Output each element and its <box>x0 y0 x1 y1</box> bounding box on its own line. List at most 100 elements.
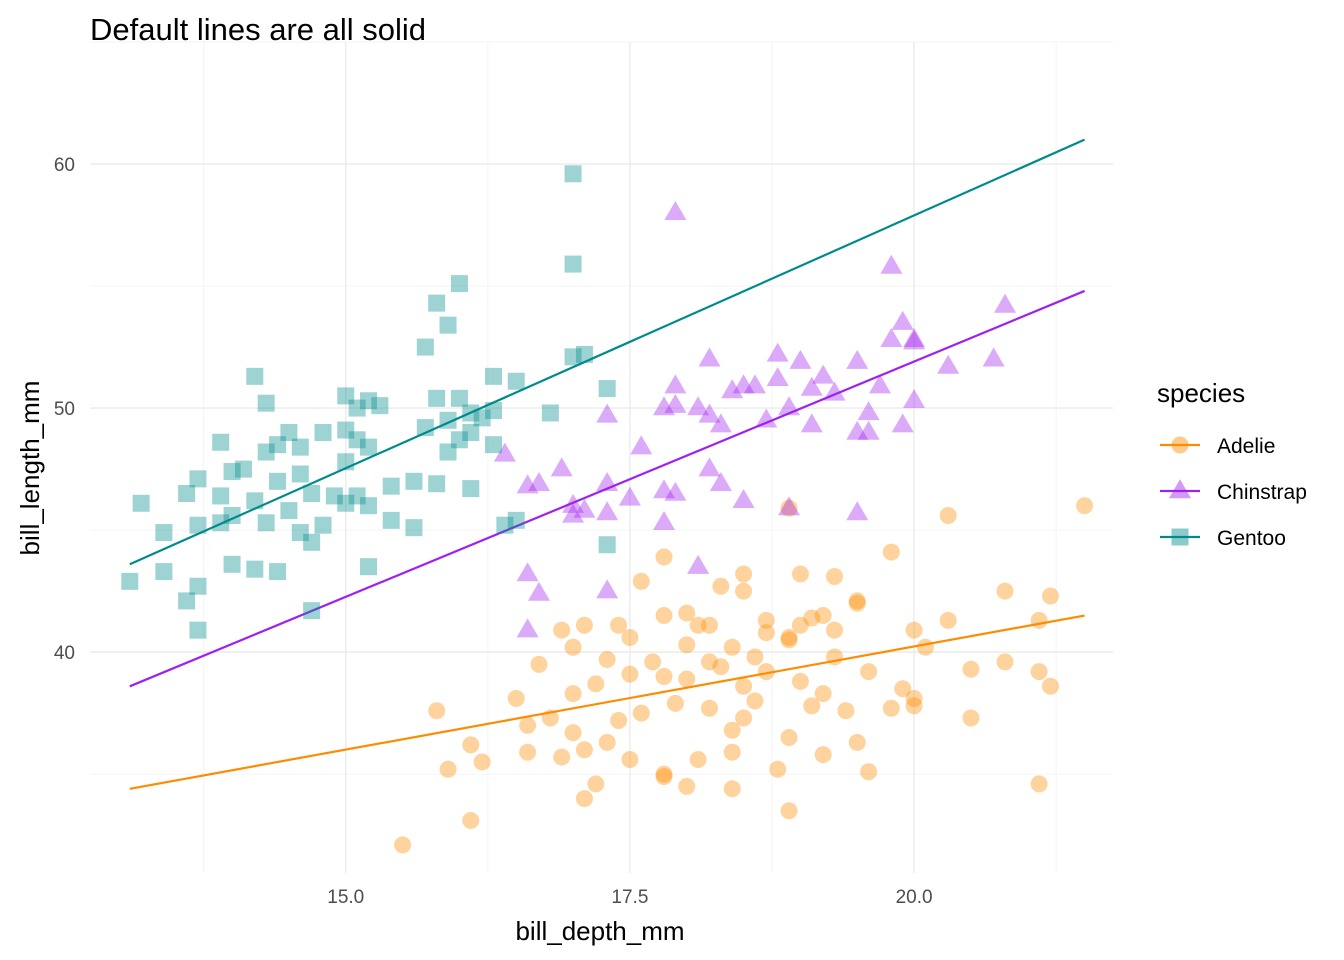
data-point <box>325 487 343 505</box>
data-point <box>598 650 616 668</box>
data-point <box>698 457 721 477</box>
legend-key-triangle <box>1169 479 1191 499</box>
data-point <box>485 436 503 454</box>
data-point <box>575 741 593 759</box>
data-point <box>516 562 539 582</box>
legend-items: Adelie Chinstrap Gentoo <box>1160 435 1307 550</box>
data-point <box>678 636 696 654</box>
data-point <box>778 396 801 416</box>
data-point <box>121 572 139 590</box>
y-tick-label: 50 <box>54 399 75 420</box>
data-point <box>735 709 753 727</box>
data-point <box>937 354 960 374</box>
data-point <box>405 472 423 490</box>
data-point <box>778 496 801 516</box>
data-point <box>621 751 639 769</box>
data-point <box>587 775 605 793</box>
data-point <box>826 648 844 666</box>
data-point <box>291 438 309 456</box>
data-point <box>837 702 855 720</box>
data-point <box>698 403 721 423</box>
legend-item-adelie: Adelie <box>1160 435 1275 458</box>
data-point <box>212 487 230 505</box>
x-axis-ticks: 15.0 17.5 20.0 <box>327 887 932 908</box>
data-point <box>962 709 980 727</box>
data-point <box>903 330 926 350</box>
data-point <box>178 484 196 502</box>
data-point <box>664 201 687 221</box>
data-point <box>700 616 718 634</box>
data-point <box>519 716 537 734</box>
data-point <box>905 690 923 708</box>
data-point <box>450 431 468 449</box>
data-point <box>246 560 264 578</box>
x-tick-label: 20.0 <box>896 887 933 908</box>
grid <box>90 41 1113 873</box>
data-point <box>905 697 923 715</box>
data-point <box>291 524 309 542</box>
y-axis-ticks: 40 50 60 <box>54 155 75 664</box>
data-point <box>269 472 287 490</box>
data-point <box>189 621 207 639</box>
data-point <box>700 699 718 717</box>
trend-line-gentoo <box>129 138 1086 566</box>
data-point <box>439 443 457 461</box>
data-point <box>359 497 377 515</box>
data-point <box>655 548 673 566</box>
data-point <box>587 675 605 693</box>
data-point <box>723 638 741 656</box>
data-point <box>766 342 789 362</box>
data-point <box>507 511 525 529</box>
data-point <box>857 420 880 440</box>
data-point <box>939 506 957 524</box>
data-point <box>891 413 914 433</box>
data-point <box>598 536 616 554</box>
data-point <box>610 711 628 729</box>
data-point <box>507 690 525 708</box>
data-point <box>880 327 903 347</box>
data-point <box>791 616 809 634</box>
data-point <box>903 388 926 408</box>
data-point <box>212 514 230 532</box>
y-tick-label: 40 <box>54 643 75 664</box>
data-point <box>814 685 832 703</box>
data-point <box>732 374 755 394</box>
data-point <box>189 470 207 488</box>
data-point <box>303 484 321 502</box>
data-point <box>596 403 619 423</box>
data-point <box>564 165 582 183</box>
data-point <box>428 389 446 407</box>
data-point <box>337 494 355 512</box>
data-point <box>962 660 980 678</box>
data-point <box>462 404 480 422</box>
data-point <box>757 663 775 681</box>
data-point <box>664 393 687 413</box>
data-point <box>939 611 957 629</box>
data-point <box>689 751 707 769</box>
data-point <box>382 511 400 529</box>
data-point <box>516 474 539 494</box>
data-point <box>780 499 798 517</box>
data-point <box>791 672 809 690</box>
data-point <box>178 592 196 610</box>
data-point <box>405 519 423 537</box>
data-point <box>280 502 298 520</box>
data-points <box>121 165 1094 854</box>
data-point <box>485 402 503 420</box>
data-point <box>527 581 550 601</box>
data-point <box>337 453 355 471</box>
data-point <box>732 489 755 509</box>
data-point <box>519 743 537 761</box>
data-point <box>462 423 480 441</box>
data-point <box>439 316 457 334</box>
data-point <box>757 624 775 642</box>
data-point <box>632 704 650 722</box>
data-point <box>573 498 596 518</box>
data-point <box>1041 587 1059 605</box>
data-point <box>428 702 446 720</box>
data-point <box>337 421 355 439</box>
data-point <box>596 501 619 521</box>
data-point <box>257 394 275 412</box>
data-point <box>709 471 732 491</box>
data-point <box>689 616 707 634</box>
